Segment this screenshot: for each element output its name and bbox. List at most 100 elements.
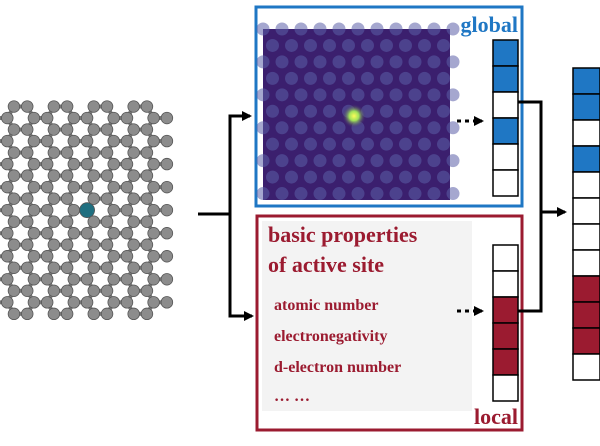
local-vector-cell [492,296,519,324]
heatmap-blob [437,71,450,85]
carbon-atom [60,238,74,251]
carbon-atom [41,227,54,240]
heatmap-blob [294,121,308,135]
property-d-electron-number: d-electron number [274,359,401,376]
carbon-atom [47,261,61,274]
carbon-atom [120,250,134,263]
carbon-atom [140,307,154,321]
carbon-atom [7,169,21,182]
carbon-atom [60,100,74,113]
carbon-atom [140,192,154,205]
local-merge-line [518,212,543,313]
carbon-atom [147,203,160,217]
carbon-atom [140,123,154,136]
combined-feature-vector [572,67,600,381]
carbon-atom [21,307,34,321]
heatmap-blob [342,170,355,184]
heatmap-blob [266,170,279,184]
carbon-atom [100,169,114,182]
local-panel-fill [262,221,472,411]
carbon-atom [147,227,160,240]
heatmap-blob [313,55,327,69]
local-vector-cell [492,374,519,402]
carbon-atom [80,273,94,286]
heatmap-pattern [256,22,460,201]
carbon-atom [41,134,54,148]
carbon-atom [147,157,160,171]
carbon-atom [160,134,174,148]
heatmap-blob [313,22,327,36]
carbon-atom [160,273,174,286]
heatmap-blob [361,137,374,151]
combined-vector-cell [572,145,600,173]
global-label: global [461,12,518,37]
heatmap-blob [418,170,431,184]
carbon-atom [47,238,61,251]
carbon-atom [60,261,74,274]
split-line [198,111,252,216]
heatmap-blob [275,88,289,102]
carbon-atom [87,215,100,228]
split-line-lower [228,214,254,321]
carbon-atom [27,227,41,240]
carbon-atom [41,157,54,171]
heatmap-blob [399,38,412,52]
heatmap-blob [313,121,327,135]
carbon-atom [67,227,81,240]
carbon-atom [41,250,54,263]
carbon-atom [120,203,134,217]
carbon-atom [21,261,34,274]
combined-vector-cell [572,119,600,147]
heatmap-blob [256,187,270,201]
carbon-atom [7,192,21,205]
carbon-atom [107,157,120,171]
carbon-atom [21,169,34,182]
heatmap-blob [323,170,336,184]
heatmap-blob [285,170,298,184]
carbon-atom [160,111,174,125]
global-feature-vector [492,39,519,197]
carbon-atom [87,284,100,298]
carbon-atom [1,273,14,286]
carbon-atom [21,123,34,136]
carbon-atom [140,284,154,298]
carbon-atom [80,227,94,240]
connectors [198,100,567,321]
carbon-atom [87,146,100,159]
heatmap-blob [304,104,317,118]
heatmap-blob [446,88,460,102]
heatmap-blob [370,55,384,69]
heatmap-blob [256,154,270,168]
heatmap-blob [380,38,393,52]
carbon-atom [41,180,54,194]
heatmap-blob [408,55,422,69]
carbon-atom [120,296,134,309]
local-label: local [474,404,518,429]
carbon-atom [120,157,134,171]
carbon-atom [67,250,81,263]
carbon-atom [140,261,154,274]
carbon-atom [160,157,174,171]
carbon-atom [1,180,14,194]
heatmap-blob [351,55,365,69]
carbon-atom [41,296,54,309]
local-heading-line2: of active site [268,252,384,277]
carbon-atom [127,307,140,321]
heatmap-blob [275,187,289,201]
heatmap-blob [313,88,327,102]
carbon-atom [80,296,94,309]
carbon-atom [160,180,174,194]
carbon-atom [27,180,41,194]
heatmap-blob [266,137,279,151]
carbon-atom [100,307,114,321]
heatmap-blob [389,121,403,135]
global-merge-line [518,100,543,212]
carbon-atom [127,261,140,274]
heatmap-blob [427,154,441,168]
heatmap-blob [361,170,374,184]
heatmap-blob [446,55,460,69]
carbon-atom [107,180,120,194]
local-heading-line1: basic properties [268,222,418,247]
carbon-atom [100,100,114,113]
carbon-atom [7,284,21,298]
